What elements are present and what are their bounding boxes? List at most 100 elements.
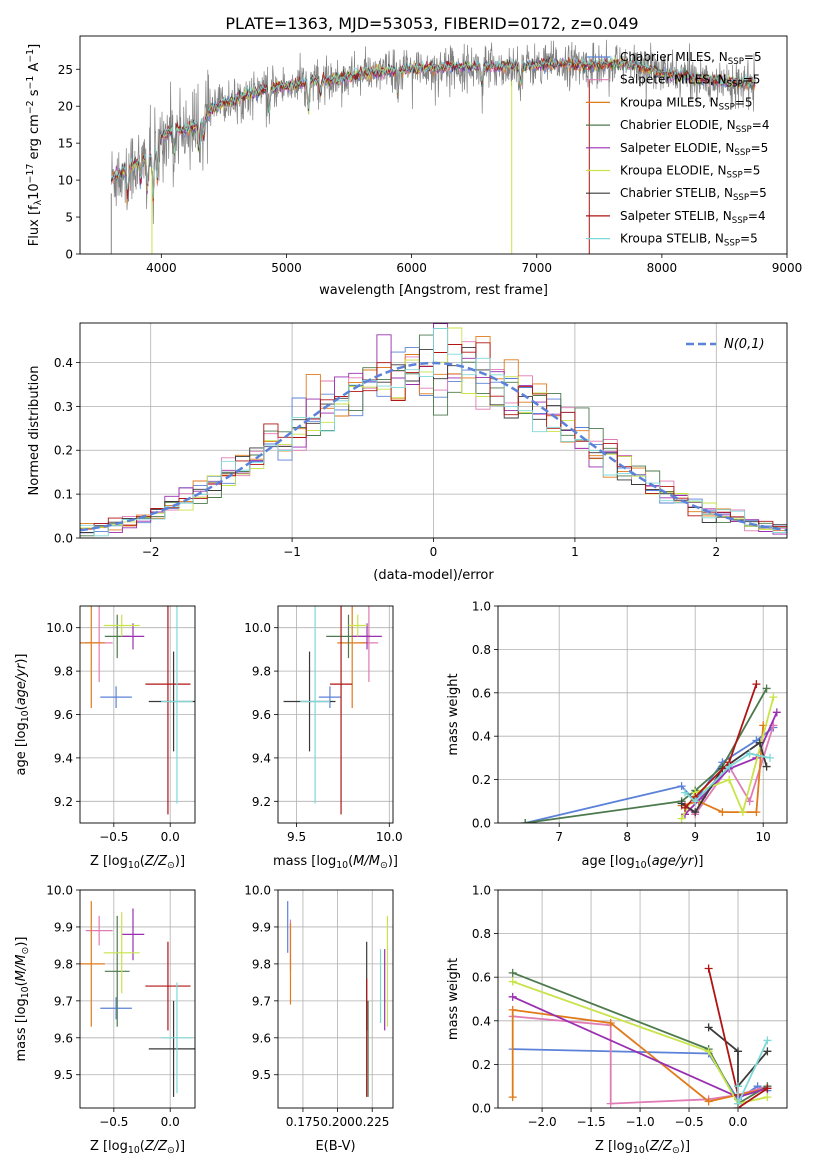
mass-weight-marker <box>763 1036 772 1045</box>
x-tick-label: 8000 <box>647 261 678 275</box>
label-part: −2 <box>25 100 36 114</box>
x-axis-label: mass [log10(M/M⊙)] <box>273 854 398 871</box>
axes-spectrum: 4000 5000 6000 7000 8000 9000 0 5 10 15 20 25 wavele… <box>25 35 802 298</box>
label-part: =5 <box>740 232 758 246</box>
mass-weight-marker <box>508 1005 517 1014</box>
ticks: −2.0 −1.5 −1.0 −0.5 0.0 0.0 0.2 0.4 0.6 0.8 1.0 <box>472 884 748 1130</box>
x-axis-label: E(B-V) <box>315 1139 355 1154</box>
label-part: age [log <box>14 722 29 775</box>
label-part: ( <box>14 981 29 986</box>
mass-weight-marker <box>769 693 778 702</box>
y-axis-label: Flux [fλ10−17 erg cm−2 s−1 A−1] <box>25 44 44 246</box>
label-part: ⊙ <box>20 947 31 955</box>
y-tick-label: 9.4 <box>54 751 73 765</box>
plot-area <box>508 964 772 1108</box>
x-axis-label: Z [log10(Z/Z⊙)] <box>90 854 185 871</box>
error-bar-point <box>80 901 105 1027</box>
y-tick-label: 0.6 <box>472 971 491 985</box>
error-bar-point <box>337 606 368 708</box>
y-tick-label: 9.4 <box>252 751 271 765</box>
label-part: Z/Z <box>649 1139 673 1154</box>
x-tick-label: 5000 <box>271 261 302 275</box>
label-part: Salpeter STELIB, N <box>620 209 732 223</box>
label-part: s <box>27 89 42 100</box>
mass-weight-marker <box>508 977 517 986</box>
y-tick-label: 9.6 <box>252 708 271 722</box>
label-part: Salpeter ELODIE, N <box>620 141 734 155</box>
plot-area <box>80 606 195 815</box>
mass-weight-marker <box>745 797 754 806</box>
label-part: A <box>27 63 42 76</box>
label-part: SSP <box>724 239 740 249</box>
mass-weight-marker <box>704 1023 713 1032</box>
label-part: 10 <box>27 183 42 200</box>
x-tick-label: −2 <box>142 545 160 559</box>
label-part: )] <box>175 1139 185 1154</box>
axes-frame <box>497 889 788 1109</box>
x-tick-label: 10 <box>756 830 771 844</box>
label-part: 10 <box>128 860 140 871</box>
mass-weight-line <box>524 726 774 823</box>
label-part: M/M <box>353 854 380 869</box>
label-part: erg cm <box>27 114 42 163</box>
x-tick-label: 4000 <box>146 261 177 275</box>
ticks: 0.175 0.200 0.225 9.5 9.6 9.7 9.8 9.9 10.0 <box>244 884 389 1130</box>
x-tick-label: 0.200 <box>320 1115 354 1129</box>
mass-weight-marker <box>755 738 764 747</box>
ticks: −2 −1 0 1 2 0.0 0.1 0.2 0.3 0.4 <box>54 356 720 559</box>
mass-weight-marker <box>606 1099 615 1108</box>
mass-weight-line <box>525 688 768 823</box>
mass-weight-marker <box>734 1099 743 1108</box>
x-tick-label: 8 <box>623 830 631 844</box>
label-part: ] <box>27 44 42 49</box>
legend-entry: Salpeter ELODIE, NSSP=5 <box>620 141 768 158</box>
y-tick-label: 0.2 <box>472 773 491 787</box>
legend-entry: Chabrier ELODIE, NSSP=4 <box>620 118 769 135</box>
mass-weight-marker <box>508 968 517 977</box>
error-bar-point <box>145 941 191 1031</box>
y-tick-label: 0.2 <box>472 1058 491 1072</box>
label-part: SSP <box>728 57 744 67</box>
grid <box>80 606 195 823</box>
plot-area <box>287 901 389 1097</box>
label-part: Z [log <box>90 1139 128 1154</box>
mass-weight-marker <box>677 799 686 808</box>
y-tick-label: 9.9 <box>54 920 73 934</box>
y-tick-label: 10.0 <box>46 884 73 898</box>
y-axis-label: mass weight <box>446 673 461 755</box>
error-bar-point <box>352 623 382 650</box>
y-tick-label: 0.4 <box>54 356 73 370</box>
axes-mass-vs-ebv: 0.175 0.200 0.225 9.5 9.6 9.7 9.8 9.9 10.0 E(B-V) <box>244 884 394 1154</box>
axes-frame <box>277 605 394 824</box>
axes-frame <box>79 605 196 824</box>
label-part: )] <box>175 854 185 869</box>
model-spectrum-line <box>110 55 756 199</box>
mass-weight-marker <box>606 1018 615 1027</box>
label-part: ⊙ <box>167 860 175 871</box>
x-tick-label: −0.5 <box>99 830 128 844</box>
axes-frame <box>79 889 196 1109</box>
ticks: −0.5 0.0 9.2 9.4 9.6 9.8 10.0 <box>46 621 179 844</box>
label-part: )] <box>693 854 703 869</box>
label-part: SSP <box>736 125 752 135</box>
axes-mass-vs-Z: −0.5 0.09.59.69.79.89.910.0Z [log10(Z/Z⊙)… <box>14 884 196 1156</box>
y-tick-label: 10.0 <box>46 621 73 635</box>
label-part: =5 <box>735 95 753 109</box>
mass-weight-marker <box>521 819 530 823</box>
ticks: 7 8 9 10 0.0 0.2 0.4 0.6 0.8 1.0 <box>472 600 771 845</box>
legend-entry: N(0,1) <box>724 337 765 352</box>
label-part: =5 <box>744 50 762 64</box>
y-tick-label: 9.2 <box>252 795 271 809</box>
y-tick-label: 1.0 <box>472 884 491 898</box>
label-part: Chabrier ELODIE, N <box>620 118 736 132</box>
mass-weight-marker <box>704 1047 713 1056</box>
label-part: ( <box>647 854 652 869</box>
figure-title: PLATE=1363, MJD=53053, FIBERID=0172, z=0… <box>225 14 638 33</box>
mass-weight-marker <box>704 1097 713 1106</box>
y-axis-label: mass [log10(M/M⊙)] <box>14 937 31 1062</box>
mass-weight-marker <box>725 762 734 771</box>
error-bar-point <box>329 606 353 815</box>
label-part: Salpeter MILES, N <box>620 73 727 87</box>
y-tick-label: 0.4 <box>472 730 491 744</box>
x-axis-label: (data-model)/error <box>373 568 494 583</box>
